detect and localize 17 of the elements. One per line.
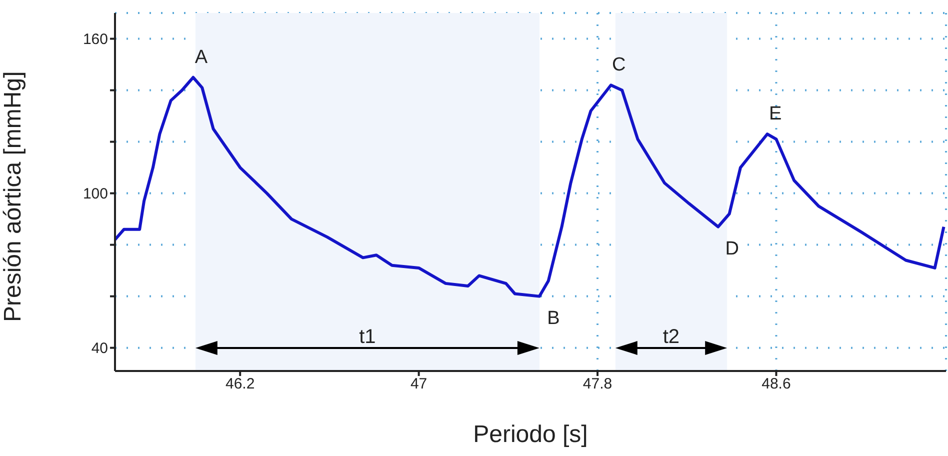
band-label: t2 [662,326,680,348]
annotation: C [612,54,626,76]
annotation: B [547,308,560,329]
x-tick-label: 47.8 [582,376,612,393]
y-tick-label: 160 [82,31,108,48]
x-axis-title: Periodo [s] [473,421,588,448]
y-tick-label: 100 [82,186,108,203]
x-tick-label: 48.6 [762,376,791,393]
annotation: E [768,104,782,125]
line-series [115,76,946,298]
x-tick-label: 46.2 [225,376,255,393]
band-label: t1 [359,326,376,348]
y-tick-label: 40 [91,340,108,358]
y-axis-title: Presión aórtica [mmHg] [0,71,27,322]
annotation: D [725,238,740,260]
x-tick-label: 47 [410,376,428,393]
annotation: A [194,46,208,68]
